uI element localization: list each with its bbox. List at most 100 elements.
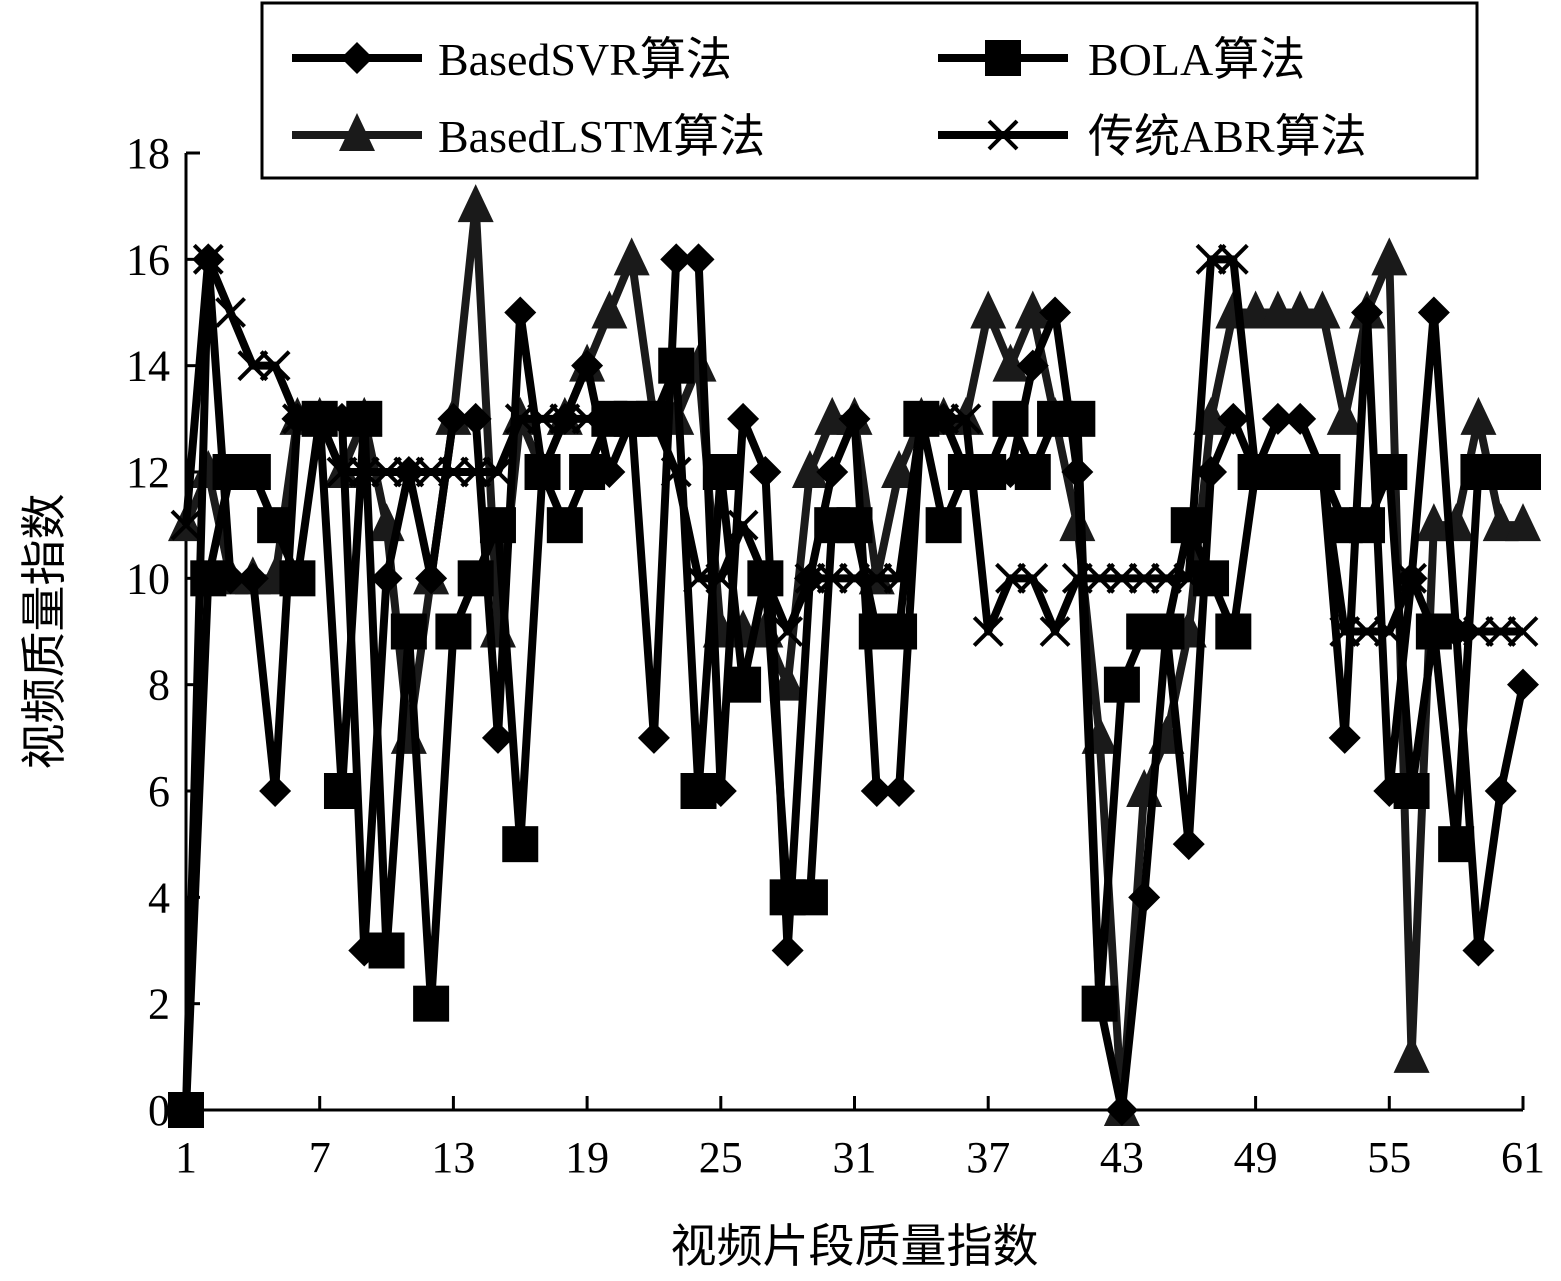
data-point-square <box>1215 613 1252 650</box>
data-point-cross <box>1418 616 1450 647</box>
data-point-diamond <box>860 775 893 807</box>
data-point-diamond <box>704 775 737 807</box>
legend: BasedSVR算法 BOLA算法 BasedLSTM算法 传统ABR算法 <box>260 1 1479 180</box>
data-point-diamond <box>793 562 826 595</box>
cross-stroke <box>259 350 291 382</box>
data-point-diamond <box>526 456 559 488</box>
data-point-diamond <box>771 934 804 967</box>
legend-box <box>260 1 1479 180</box>
y-tick-label: 2 <box>148 980 170 1029</box>
data-point-diamond <box>504 296 537 329</box>
ticks: 0 2 4 6 8 10 12 14 16 18 1 7 13 19 25 31 37 43 49 55 61 <box>126 129 1545 1182</box>
data-point-triangle <box>992 343 1029 382</box>
x-tick-label: 7 <box>309 1133 331 1182</box>
data-point-diamond <box>816 456 849 488</box>
data-point-diamond <box>571 349 604 382</box>
legend-item-square: BOLA算法 <box>938 34 1305 85</box>
data-point-cross <box>1195 243 1227 275</box>
data-point-cross <box>1106 562 1138 594</box>
data-point-triangle <box>881 450 918 488</box>
data-point-diamond <box>259 775 292 807</box>
data-point-diamond <box>749 456 782 488</box>
data-point-diamond <box>972 456 1005 488</box>
data-point-diamond <box>1284 402 1317 435</box>
series-line-diamond <box>182 255 1527 1114</box>
data-point-diamond <box>994 456 1027 488</box>
legend-label: BasedSVR算法 <box>438 34 732 85</box>
cross-stroke <box>1084 562 1116 594</box>
data-point-diamond <box>727 402 760 435</box>
cross-stroke <box>371 456 402 488</box>
data-point-diamond <box>1105 1094 1138 1126</box>
legend-label: BOLA算法 <box>1088 34 1305 85</box>
cross-stroke <box>348 456 380 488</box>
data-point-diamond <box>170 1094 202 1126</box>
y-tick-label: 12 <box>126 448 170 497</box>
data-point-diamond <box>1462 934 1495 967</box>
data-point-cross <box>1262 456 1294 488</box>
data-point-diamond <box>1083 987 1116 1020</box>
data-point-square <box>390 613 427 650</box>
data-point-diamond <box>1373 775 1406 807</box>
data-point-triangle <box>591 290 628 329</box>
y-tick-label: 6 <box>148 767 170 816</box>
cross-stroke <box>482 456 514 488</box>
cross-stroke <box>638 403 670 435</box>
legend-marker <box>987 119 1019 151</box>
data-point-triangle <box>390 715 427 754</box>
legend-marker <box>985 40 1021 76</box>
data-point-diamond <box>192 243 225 276</box>
data-point-diamond <box>1328 721 1361 754</box>
x-tick-label: 37 <box>966 1133 1010 1182</box>
data-point-diamond <box>1061 456 1094 488</box>
x-tick-label: 31 <box>833 1133 877 1182</box>
legend-label: BasedLSTM算法 <box>438 111 765 162</box>
data-point-cross <box>1507 616 1539 647</box>
data-point-triangle <box>791 450 828 488</box>
legend-label: 传统ABR算法 <box>1088 111 1367 162</box>
data-point-diamond <box>214 562 247 595</box>
data-point-cross <box>1128 562 1160 594</box>
y-axis-title: 视频质量指数 <box>17 494 71 770</box>
legend-marker <box>341 42 373 74</box>
data-point-cross <box>995 562 1026 594</box>
cross-stroke <box>950 403 982 435</box>
cross-stroke <box>1507 616 1539 647</box>
data-point-diamond <box>1440 615 1473 648</box>
y-tick-label: 14 <box>126 342 170 391</box>
cross-stroke <box>1485 616 1517 647</box>
data-point-diamond <box>1172 828 1205 861</box>
x-tick-label: 49 <box>1234 1133 1278 1182</box>
data-point-diamond <box>236 562 269 595</box>
data-point-diamond <box>1150 615 1183 648</box>
data-point-diamond <box>838 402 871 435</box>
data-point-diamond <box>1039 296 1072 329</box>
data-point-diamond <box>1306 456 1339 488</box>
x-tick-label: 1 <box>175 1133 197 1182</box>
cross-stroke <box>1173 562 1205 594</box>
data-point-diamond <box>1128 881 1161 914</box>
data-point-triangle <box>1326 396 1363 435</box>
data-point-square <box>836 507 873 544</box>
data-point-diamond <box>303 402 336 435</box>
data-point-triangle <box>457 184 494 223</box>
data-point-diamond <box>1395 562 1428 595</box>
data-point-cross <box>259 350 291 382</box>
data-point-cross <box>816 562 848 594</box>
x-tick-label: 13 <box>431 1133 475 1182</box>
cross-stroke <box>1463 616 1494 647</box>
y-tick-label: 16 <box>126 235 170 284</box>
data-point-triangle <box>479 609 516 648</box>
data-point-cross <box>950 403 982 435</box>
data-point-diamond <box>682 243 715 276</box>
data-point-cross <box>348 456 380 488</box>
data-point-diamond <box>637 721 670 754</box>
cross-stroke <box>816 562 848 594</box>
data-point-triangle <box>1505 503 1541 542</box>
cross-stroke <box>1195 243 1227 275</box>
data-point-square <box>234 454 271 490</box>
data-point-cross <box>1351 616 1383 647</box>
data-point-diamond <box>459 402 492 435</box>
x-axis-title: 视频片段质量指数 <box>671 1219 1039 1273</box>
